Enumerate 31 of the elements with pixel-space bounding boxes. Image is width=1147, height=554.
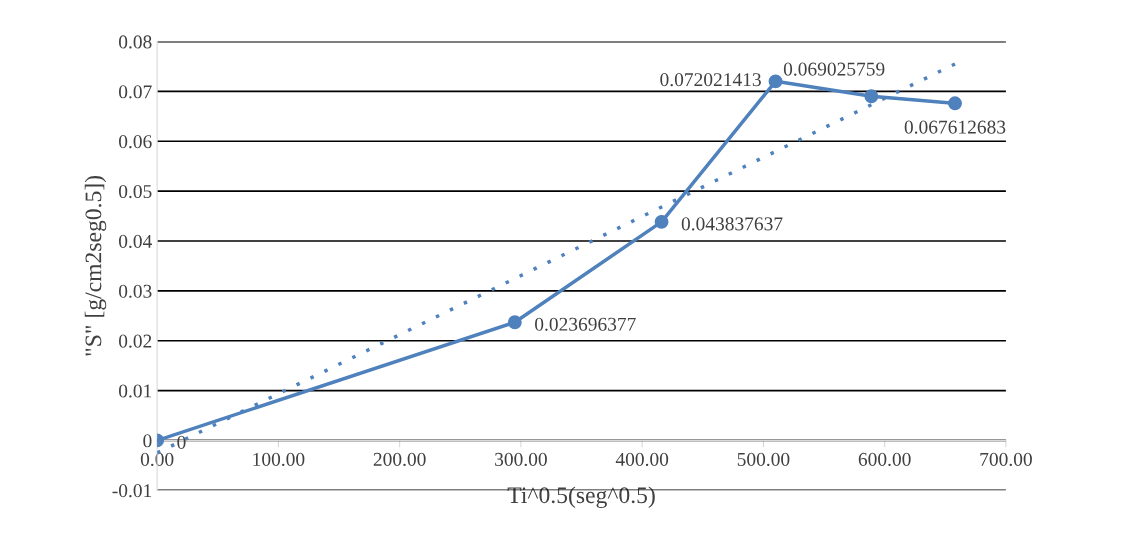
y-tick-label: 0 bbox=[143, 434, 152, 448]
x-tick-label: 400.00 bbox=[615, 452, 669, 466]
y-tick-label: 0.08 bbox=[118, 35, 152, 49]
y-tick-label: 0.06 bbox=[118, 135, 152, 149]
x-tick-label: 500.00 bbox=[737, 452, 790, 466]
x-tick-label: 700.00 bbox=[980, 452, 1032, 466]
y-tick-label: -0.01 bbox=[112, 484, 152, 498]
point bbox=[507, 315, 522, 330]
y-tick-label: 0.07 bbox=[118, 85, 152, 99]
data-label: 0.069025759 bbox=[783, 62, 885, 76]
point bbox=[948, 96, 962, 111]
x-tick-label: 300.00 bbox=[495, 452, 547, 466]
y-tick-label: 0.05 bbox=[118, 184, 152, 199]
data-label: 0.067612683 bbox=[904, 120, 1006, 134]
x-tick-label: 100.00 bbox=[253, 452, 305, 466]
point bbox=[768, 74, 783, 89]
x-tick-label: 0.00 bbox=[140, 452, 174, 466]
point bbox=[864, 89, 879, 104]
x-tick-label: 200.00 bbox=[373, 452, 426, 466]
data-label: 0 bbox=[177, 435, 186, 449]
y-tick-label: 0.04 bbox=[118, 234, 152, 249]
data-label: 0.072021413 bbox=[660, 73, 761, 87]
point bbox=[654, 214, 669, 229]
y-axis-title: "S" [g/cm2seg0.5]) bbox=[84, 176, 107, 356]
data-label: 0.043837637 bbox=[681, 217, 783, 231]
data-label: 0.023696377 bbox=[535, 317, 636, 331]
x-tick-label: 600.00 bbox=[858, 452, 911, 466]
x-axis-title: Ti^0.5(seg^0.5) bbox=[507, 486, 655, 509]
y-tick-label: 0.03 bbox=[118, 284, 152, 298]
y-tick-label: 0.02 bbox=[118, 334, 152, 348]
y-tick-label: 0.01 bbox=[118, 384, 152, 398]
